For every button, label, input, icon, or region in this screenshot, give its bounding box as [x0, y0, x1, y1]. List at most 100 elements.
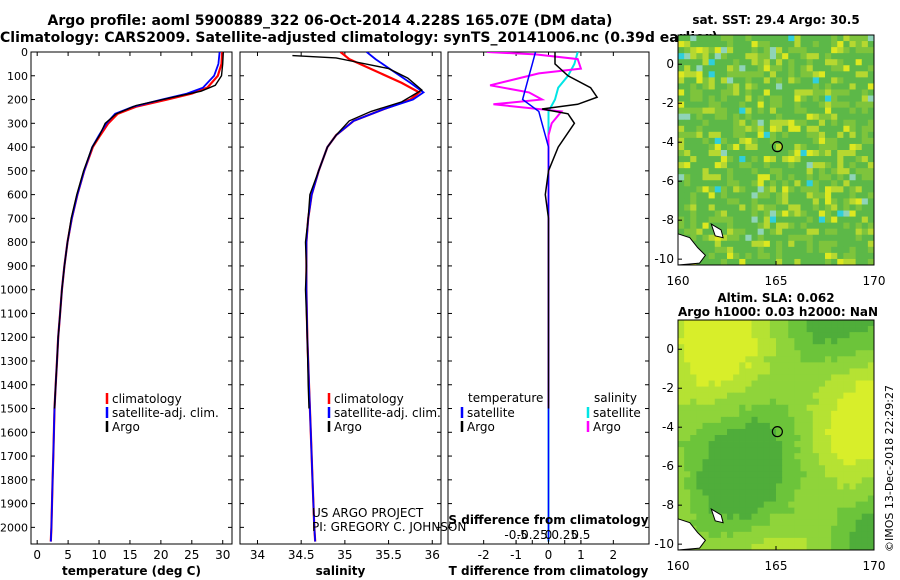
map-cell — [714, 525, 722, 533]
map-cell — [837, 156, 844, 163]
map-cell — [867, 404, 875, 412]
map-cell — [831, 113, 838, 121]
map-cell — [794, 495, 801, 502]
map-cell — [733, 59, 740, 66]
map-cell — [849, 65, 857, 72]
map-cell — [849, 465, 857, 472]
map-cell — [782, 513, 789, 521]
map-cell — [782, 386, 789, 394]
map-cell — [818, 531, 826, 539]
map-cell — [825, 174, 832, 181]
map-cell — [733, 404, 740, 412]
map-cell — [794, 428, 801, 436]
map-cell — [739, 156, 746, 163]
map-cell — [843, 422, 850, 430]
map-cell — [751, 495, 759, 502]
map-cell — [837, 174, 844, 181]
map-cell — [794, 150, 801, 157]
map-cell — [733, 210, 740, 217]
map-cell — [690, 95, 697, 102]
map-cell — [800, 320, 808, 327]
map-cell — [714, 537, 722, 545]
y-tick-label: 1400 — [0, 379, 28, 392]
map-cell — [788, 374, 795, 381]
map-cell — [702, 77, 710, 84]
legend-climatology: climatology — [112, 392, 182, 406]
map-cell — [849, 53, 857, 60]
map-cell — [800, 192, 808, 199]
map-cell — [831, 168, 838, 175]
map-cell — [806, 410, 814, 418]
map-cell — [788, 41, 795, 48]
map-cell — [702, 531, 710, 539]
map-cell — [818, 174, 826, 181]
map-cell — [849, 137, 857, 145]
map-cell — [831, 447, 838, 454]
map-cell — [806, 435, 814, 442]
map-cell — [727, 210, 734, 217]
map-cell — [855, 186, 863, 193]
map-cell — [739, 453, 746, 460]
map-cell — [794, 234, 801, 242]
map-cell — [837, 77, 844, 84]
map-cell — [867, 531, 875, 539]
map-cell — [714, 119, 722, 127]
map-cell — [739, 326, 746, 333]
map-cell — [745, 119, 752, 127]
map-cell — [843, 368, 850, 375]
map-cell — [849, 447, 857, 454]
map-cell — [684, 222, 691, 230]
map-cell — [825, 368, 832, 375]
map-cell — [831, 531, 838, 539]
map-cell — [782, 162, 789, 169]
map-cell — [690, 168, 697, 175]
map-cell — [782, 150, 789, 157]
map-cell — [849, 234, 857, 242]
map-cell — [837, 332, 844, 339]
map-cell — [794, 368, 801, 375]
map-cell — [843, 459, 850, 466]
map-cell — [800, 47, 808, 54]
map-cell — [684, 41, 691, 48]
map-cell — [806, 143, 814, 151]
map-cell — [855, 477, 863, 484]
map-cell — [806, 344, 814, 351]
map-cell — [782, 131, 789, 139]
map-cell — [763, 210, 771, 217]
map-cell — [800, 350, 808, 357]
map-cell — [800, 101, 808, 109]
map-cell — [678, 356, 685, 363]
map-cell — [714, 47, 722, 54]
map-cell — [782, 362, 789, 369]
map-cell — [727, 204, 734, 211]
map-cell — [837, 386, 844, 394]
map-cell — [757, 101, 765, 109]
map-cell — [714, 441, 722, 448]
map-cell — [745, 428, 752, 436]
map-cell — [708, 326, 716, 333]
map-cell — [812, 537, 820, 545]
map-cell — [867, 332, 875, 339]
temperature-argo-line — [53, 52, 224, 409]
map-cell — [782, 441, 789, 448]
map-cell — [714, 77, 722, 84]
map-cell — [825, 35, 832, 42]
map-cell — [794, 404, 801, 412]
map-cell — [684, 489, 691, 496]
map-cell — [702, 435, 710, 442]
map-cell — [831, 162, 838, 169]
map-cell — [825, 89, 832, 96]
credit-line-1: US ARGO PROJECT — [312, 506, 424, 520]
map-cell — [855, 41, 863, 48]
map-cell — [739, 168, 746, 175]
map-cell — [782, 168, 789, 175]
map-cell — [867, 392, 875, 400]
x-tick-label: 2 — [610, 548, 618, 562]
map-cell — [800, 507, 808, 515]
map-cell — [769, 150, 777, 157]
map-cell — [861, 531, 869, 539]
map-cell — [720, 350, 728, 357]
x-tick-label: 10 — [91, 548, 106, 562]
map-cell — [843, 143, 850, 151]
map-cell — [818, 180, 826, 187]
